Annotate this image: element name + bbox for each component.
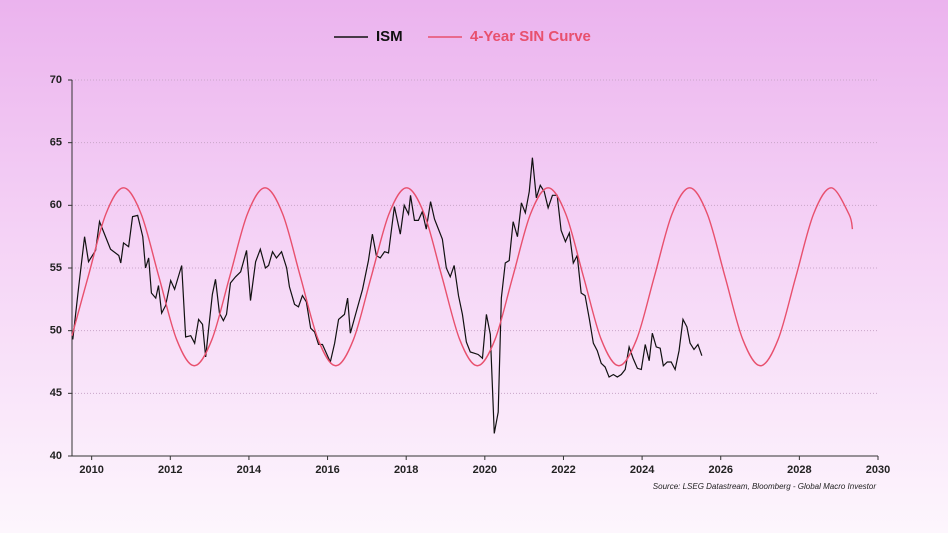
legend-label: 4-Year SIN Curve <box>470 28 591 45</box>
legend-label: ISM <box>376 28 403 45</box>
x-tick-label: 2028 <box>787 464 811 476</box>
x-tick-label: 2026 <box>708 464 732 476</box>
x-tick-label: 2018 <box>394 464 418 476</box>
x-tick-label: 2016 <box>315 464 339 476</box>
x-tick-label: 2030 <box>866 464 890 476</box>
y-tick-label: 50 <box>50 325 62 337</box>
x-tick-label: 2014 <box>237 464 262 476</box>
y-tick-label: 60 <box>50 199 62 211</box>
x-tick-label: 2022 <box>551 464 575 476</box>
y-tick-label: 40 <box>50 450 62 462</box>
source-note: Source: LSEG Datastream, Bloomberg - Glo… <box>653 482 877 491</box>
y-tick-label: 55 <box>50 262 62 274</box>
y-tick-label: 70 <box>50 74 62 86</box>
y-tick-label: 45 <box>50 387 62 399</box>
series-line <box>71 187 854 367</box>
series-line <box>72 157 703 434</box>
x-tick-label: 2012 <box>158 464 182 476</box>
x-tick-label: 2020 <box>473 464 497 476</box>
x-tick-label: 2024 <box>630 464 655 476</box>
y-tick-label: 65 <box>50 137 62 149</box>
x-tick-label: 2010 <box>79 464 103 476</box>
